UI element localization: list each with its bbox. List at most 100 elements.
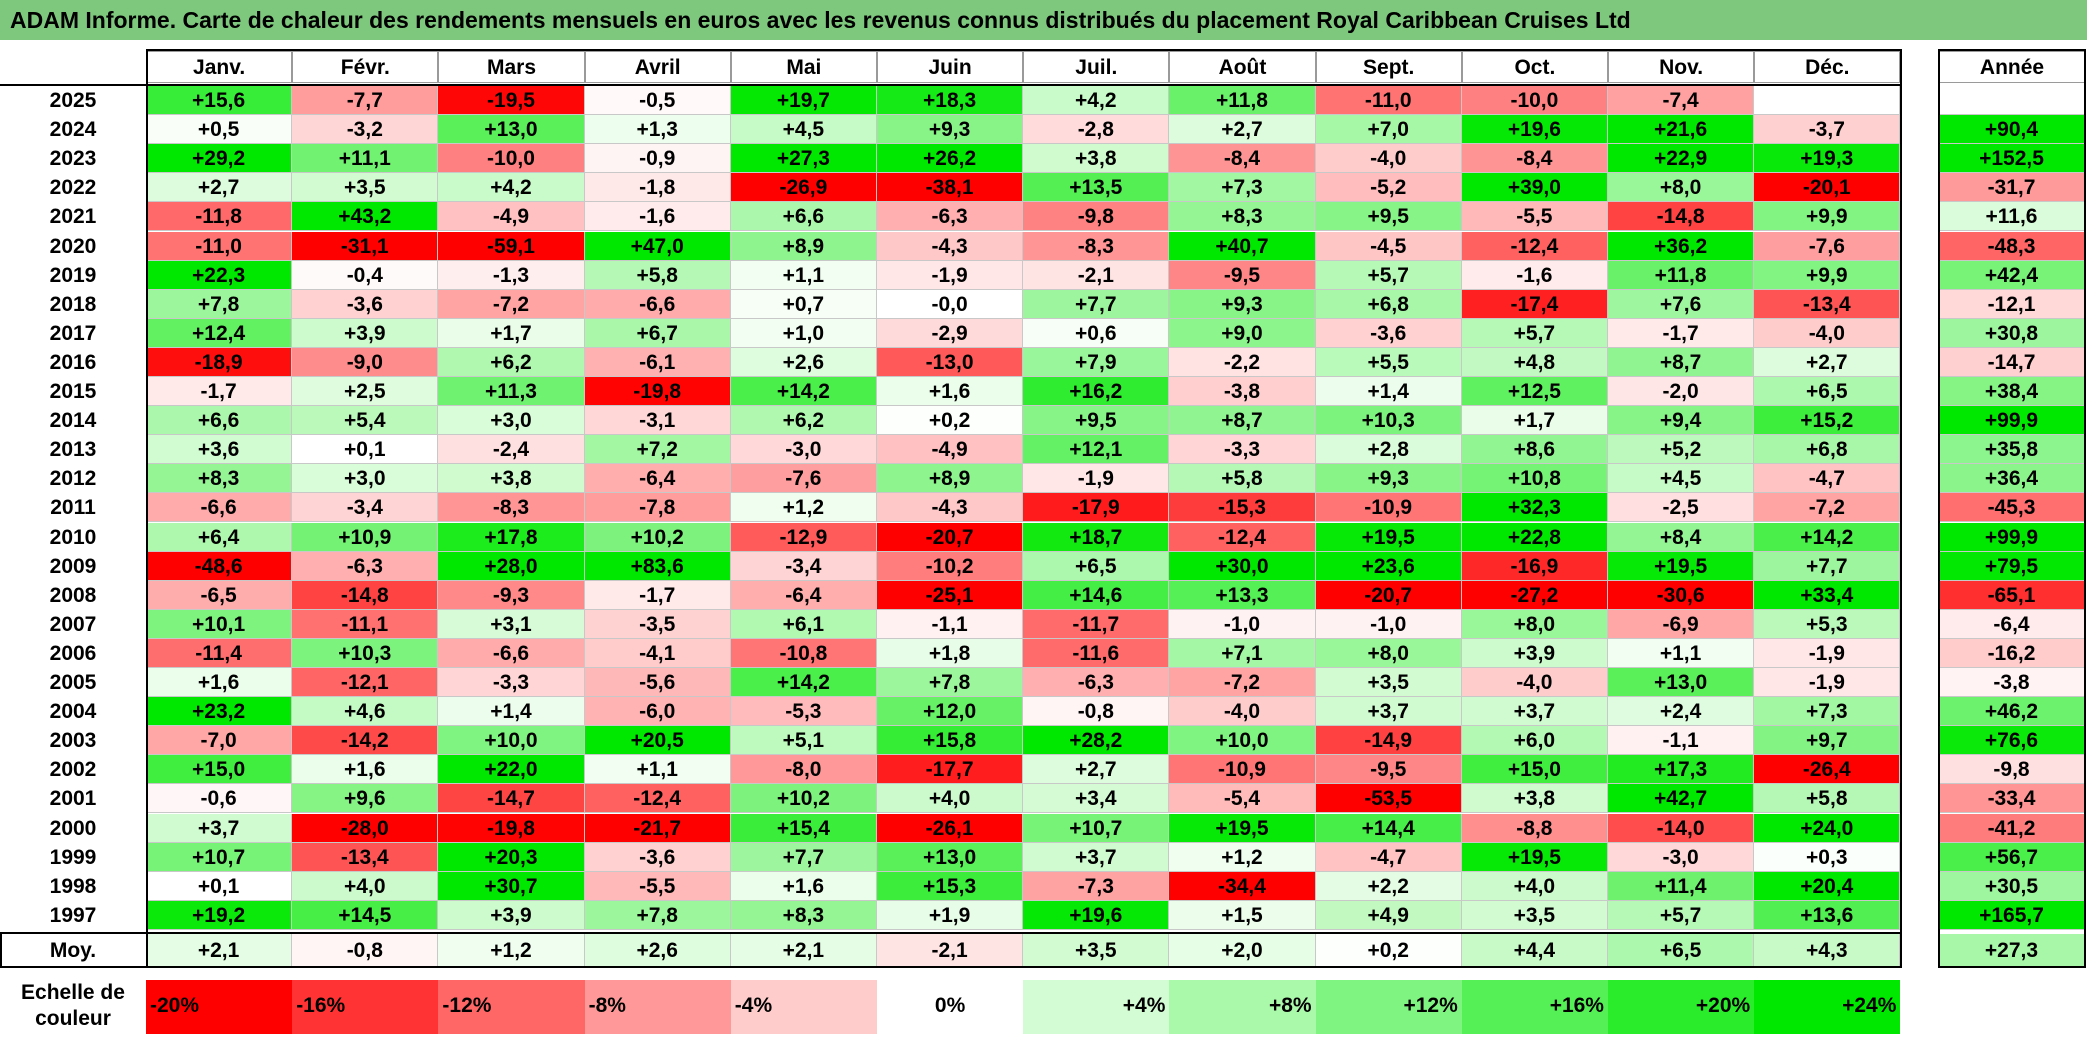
heatmap-cell: +13,0 [438, 115, 585, 145]
heatmap-cell: +2,5 [292, 377, 439, 407]
heatmap-cell: -14,8 [1608, 202, 1755, 232]
heatmap-cell: +3,5 [1461, 900, 1608, 930]
annual-cell: +79,5 [1938, 551, 2086, 581]
heatmap-cell: -12,9 [730, 522, 877, 552]
heatmap-cell: -8,4 [1461, 144, 1608, 174]
heatmap-cell: -3,3 [438, 668, 585, 698]
heatmap-cell: -3,7 [1754, 115, 1901, 145]
heatmap-cell: +3,9 [292, 318, 439, 348]
heatmap-cell: -48,6 [146, 551, 293, 581]
heatmap-cell: +2,7 [146, 173, 293, 203]
heatmap-cell: -0,6 [146, 784, 293, 814]
heatmap-cell: -1,9 [1754, 638, 1901, 668]
heatmap-cell: +6,7 [584, 318, 731, 348]
heatmap-cell: -5,6 [584, 668, 731, 698]
row-year-label: 2015 [49, 380, 97, 403]
heatmap-cell: +2,7 [1754, 347, 1901, 377]
heatmap-cell: +0,7 [730, 289, 877, 319]
row-year-label: 2008 [49, 583, 97, 607]
heatmap-cell: +14,2 [1754, 522, 1901, 552]
heatmap-cell: +2,4 [1608, 697, 1755, 727]
heatmap-cell: -3,4 [292, 493, 439, 523]
heatmap-cell: +14,6 [1023, 580, 1170, 610]
row-year-label: 2017 [49, 321, 97, 345]
heatmap-cell: +3,0 [438, 406, 585, 436]
heatmap-cell: +12,1 [1023, 435, 1170, 465]
heatmap-cell: +36,2 [1608, 231, 1755, 261]
heatmap-cell: +9,3 [1315, 464, 1462, 494]
row-year-label: 2018 [49, 292, 97, 316]
color-scale-step: -16% [292, 980, 439, 1034]
color-scale-step: +8% [1169, 980, 1316, 1034]
heatmap-cell: +12,4 [146, 318, 293, 348]
heatmap-cell: -12,4 [1169, 522, 1316, 552]
annual-cell: -12,1 [1938, 289, 2086, 319]
heatmap-cell: +6,1 [730, 609, 877, 639]
annual-cell: +165,7 [1938, 900, 2086, 930]
heatmap-cell: +3,9 [438, 900, 585, 930]
row-year-label: 2004 [49, 700, 97, 724]
heatmap-cell: -7,2 [1169, 668, 1316, 698]
heatmap-cell: -0,9 [584, 144, 731, 174]
heatmap-cell: +1,3 [584, 115, 731, 145]
row-year-label: 2016 [49, 350, 97, 374]
heatmap-cell: -14,0 [1608, 813, 1755, 843]
heatmap-cell: +7,9 [1023, 347, 1170, 377]
heatmap-cell: -2,8 [1023, 115, 1170, 145]
annual-cell: -6,4 [1938, 609, 2086, 639]
heatmap-cell: +30,0 [1169, 551, 1316, 581]
heatmap-cell: +1,2 [730, 493, 877, 523]
heatmap-cell: +5,8 [1169, 464, 1316, 494]
annual-cell: +30,5 [1938, 871, 2086, 901]
heatmap-cell: +7,8 [146, 289, 293, 319]
color-scale-label-line1: Echelle de [21, 981, 125, 1004]
heatmap-cell: +30,7 [438, 871, 585, 901]
color-scale-label-line2: couleur [35, 1007, 111, 1030]
average-row-label: Moy. [49, 938, 97, 962]
heatmap-cell: -12,1 [292, 668, 439, 698]
heatmap-cell: -4,7 [1315, 842, 1462, 872]
annual-cell: -45,3 [1938, 493, 2086, 523]
column-header: Juil. [1023, 51, 1170, 83]
heatmap-cell: -21,7 [584, 813, 731, 843]
heatmap-cell: -13,0 [877, 347, 1024, 377]
column-header: Janv. [146, 51, 293, 83]
heatmap-cell: -3,6 [1315, 318, 1462, 348]
heatmap-cell: -19,8 [438, 813, 585, 843]
heatmap-cell: +10,2 [584, 522, 731, 552]
heatmap-cell: +9,3 [1169, 289, 1316, 319]
heatmap-cell: -1,9 [877, 260, 1024, 290]
heatmap-cell: +23,2 [146, 697, 293, 727]
annual-cell: -33,4 [1938, 784, 2086, 814]
color-scale-step: +4% [1023, 980, 1170, 1034]
heatmap-cell: -3,6 [584, 842, 731, 872]
heatmap-cell: -1,7 [1608, 318, 1755, 348]
annual-cell: +36,4 [1938, 464, 2086, 494]
row-year-label: 1997 [49, 903, 97, 927]
row-year-label: 2021 [49, 205, 97, 229]
heatmap-cell: +8,7 [1608, 347, 1755, 377]
average-cell: +6,5 [1608, 933, 1755, 967]
heatmap-cell: +0,3 [1754, 842, 1901, 872]
heatmap-cell: -17,7 [877, 755, 1024, 785]
heatmap-cell: +11,1 [292, 144, 439, 174]
heatmap-cell: +1,7 [1461, 406, 1608, 436]
heatmap-cell: -5,4 [1169, 784, 1316, 814]
heatmap-cell: -7,4 [1608, 86, 1755, 116]
heatmap-cell: -26,1 [877, 813, 1024, 843]
heatmap-cell: +1,6 [877, 377, 1024, 407]
heatmap-cell: -10,0 [438, 144, 585, 174]
heatmap-cell: +8,7 [1169, 406, 1316, 436]
heatmap-cell: -6,6 [146, 493, 293, 523]
heatmap-cell: +19,5 [1461, 842, 1608, 872]
heatmap-cell: +5,7 [1608, 900, 1755, 930]
heatmap-cell: +1,7 [438, 318, 585, 348]
heatmap-cell: +23,6 [1315, 551, 1462, 581]
heatmap-cell: -34,4 [1169, 871, 1316, 901]
heatmap-cell: -20,7 [1315, 580, 1462, 610]
heatmap-cell: -7,6 [730, 464, 877, 494]
heatmap-cell: +10,2 [730, 784, 877, 814]
heatmap-cell: +11,4 [1608, 871, 1755, 901]
heatmap-cell: +0,1 [292, 435, 439, 465]
annual-cell: +46,2 [1938, 697, 2086, 727]
